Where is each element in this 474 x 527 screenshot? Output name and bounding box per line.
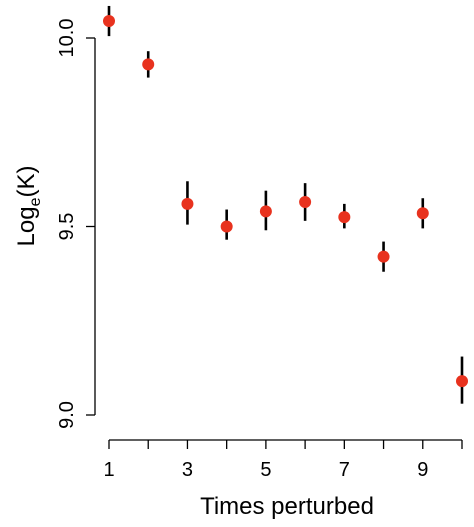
data-point-group	[103, 5, 115, 37]
x-tick-label: 7	[339, 459, 350, 481]
data-point-group	[142, 51, 155, 78]
x-tick-label: 5	[260, 459, 271, 481]
y-axis-title: Loge(K)	[13, 166, 44, 247]
y-tick-label: 9.5	[56, 213, 78, 241]
data-point-group	[299, 183, 312, 221]
data-point-group	[259, 190, 272, 231]
y-tick-label: 9.0	[56, 401, 78, 429]
y-axis-title-subscript: e	[27, 197, 44, 206]
data-point	[377, 250, 390, 263]
data-point	[416, 207, 429, 220]
data-point	[299, 195, 312, 208]
data-point	[181, 197, 194, 210]
data-point-group	[456, 356, 468, 404]
data-point-group	[338, 203, 351, 229]
x-axis: 1 3 5 7 9	[103, 439, 463, 481]
x-tick-label: 9	[417, 459, 428, 481]
data-point-group	[416, 198, 429, 229]
data-points	[103, 5, 468, 404]
data-point	[142, 58, 155, 71]
x-tick-label: 1	[103, 459, 114, 481]
data-point	[220, 220, 233, 233]
data-point	[456, 375, 468, 388]
data-point	[338, 211, 351, 224]
data-point-group	[181, 181, 194, 225]
y-axis-title-main: Log	[13, 206, 40, 246]
data-point-group	[220, 209, 233, 240]
x-axis-title: Times perturbed	[200, 493, 374, 520]
y-tick-label: 10.0	[56, 19, 78, 58]
data-point	[103, 15, 115, 28]
y-axis: 9.0 9.5 10.0	[56, 19, 96, 429]
data-point	[259, 205, 272, 218]
data-point-group	[377, 241, 390, 272]
x-tick-label: 3	[182, 459, 193, 481]
y-axis-title-tail: (K)	[13, 166, 40, 198]
